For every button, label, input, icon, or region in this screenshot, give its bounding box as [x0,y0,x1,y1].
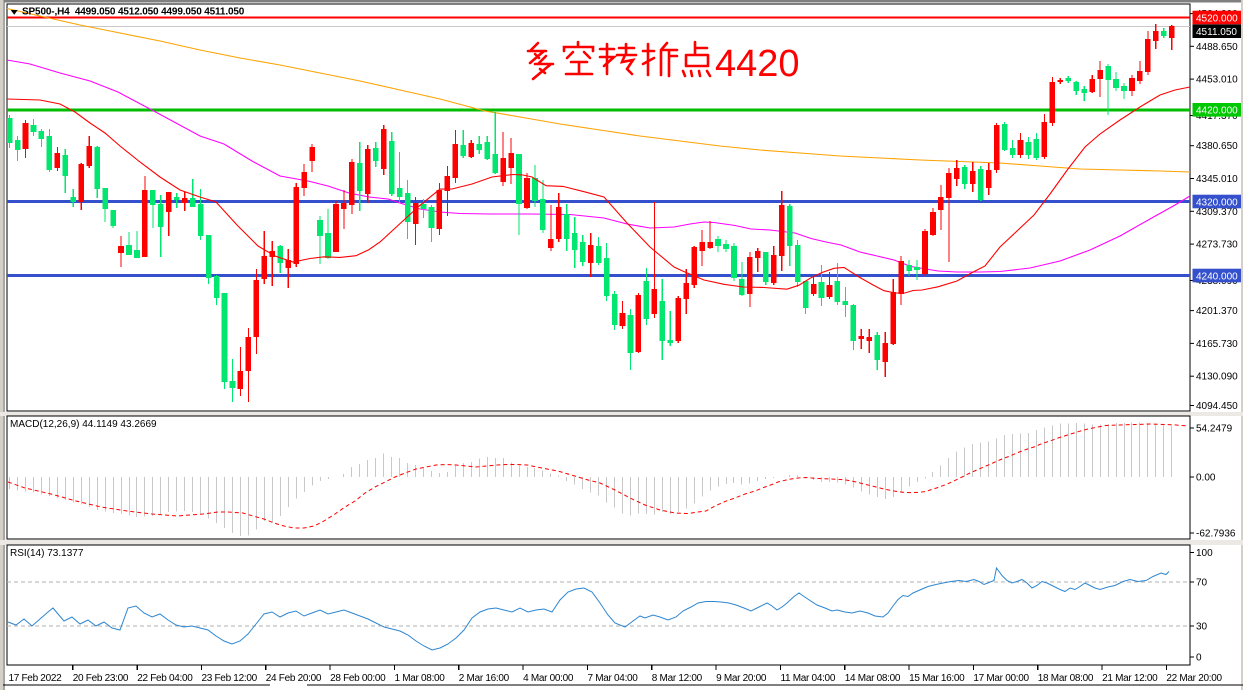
svg-text:4201.370: 4201.370 [1196,306,1238,317]
svg-text:22 Mar 20:00: 22 Mar 20:00 [1166,673,1222,684]
svg-text:15 Mar 16:00: 15 Mar 16:00 [909,673,965,684]
svg-text:RSI(14) 73.1377: RSI(14) 73.1377 [10,548,84,559]
svg-text:2 Mar 16:00: 2 Mar 16:00 [459,673,510,684]
svg-text:11 Mar 04:00: 11 Mar 04:00 [781,673,836,684]
svg-text:4309.370: 4309.370 [1196,207,1238,218]
svg-text:14 Mar 08:00: 14 Mar 08:00 [845,673,901,684]
svg-text:4165.730: 4165.730 [1196,339,1238,350]
svg-text:17 Feb 2022: 17 Feb 2022 [9,673,63,684]
svg-text:21 Mar 12:00: 21 Mar 12:00 [1102,673,1158,684]
svg-text:4130.090: 4130.090 [1196,372,1238,383]
svg-text:54.2479: 54.2479 [1196,424,1233,435]
svg-text:22 Feb 04:00: 22 Feb 04:00 [137,673,193,684]
svg-text:4094.450: 4094.450 [1196,401,1238,412]
svg-text:18 Mar 08:00: 18 Mar 08:00 [1038,673,1094,684]
svg-text:4273.730: 4273.730 [1196,240,1238,251]
svg-text:4420.000: 4420.000 [1196,106,1238,117]
svg-text:4380.650: 4380.650 [1196,141,1238,152]
svg-text:20 Feb 23:00: 20 Feb 23:00 [73,673,129,684]
svg-text:23 Feb 12:00: 23 Feb 12:00 [202,673,258,684]
svg-text:4520.000: 4520.000 [1196,13,1238,24]
svg-text:24 Feb 20:00: 24 Feb 20:00 [266,673,322,684]
svg-text:MACD(12,26,9) 44.1149 43.2669: MACD(12,26,9) 44.1149 43.2669 [10,419,157,430]
svg-text:100: 100 [1196,548,1213,559]
svg-text:9 Mar 20:00: 9 Mar 20:00 [716,673,767,684]
svg-text:4345.010: 4345.010 [1196,174,1238,185]
svg-text:4320.000: 4320.000 [1196,197,1238,208]
svg-text:4511.050: 4511.050 [1196,27,1237,38]
svg-text:8 Mar 12:00: 8 Mar 12:00 [652,673,703,684]
svg-text:28 Feb 00:00: 28 Feb 00:00 [330,673,386,684]
svg-text:4 Mar 00:00: 4 Mar 00:00 [523,673,574,684]
svg-text:4453.010: 4453.010 [1196,75,1238,86]
svg-text:0: 0 [1196,653,1202,664]
svg-text:4240.000: 4240.000 [1196,271,1238,282]
svg-text:1 Mar 08:00: 1 Mar 08:00 [395,673,446,684]
svg-text:7 Mar 04:00: 7 Mar 04:00 [588,673,639,684]
svg-text:4420: 4420 [715,43,800,85]
svg-text:4488.650: 4488.650 [1196,42,1238,53]
svg-text:SP500-,H4 4499.050 4512.050 4: SP500-,H4 4499.050 4512.050 4499.050 451… [22,7,245,18]
svg-text:17 Mar 00:00: 17 Mar 00:00 [973,673,1029,684]
svg-text:0.00: 0.00 [1196,473,1216,484]
svg-text:-62.7936: -62.7936 [1196,529,1236,540]
svg-text:70: 70 [1196,578,1208,589]
svg-text:30: 30 [1196,622,1208,633]
